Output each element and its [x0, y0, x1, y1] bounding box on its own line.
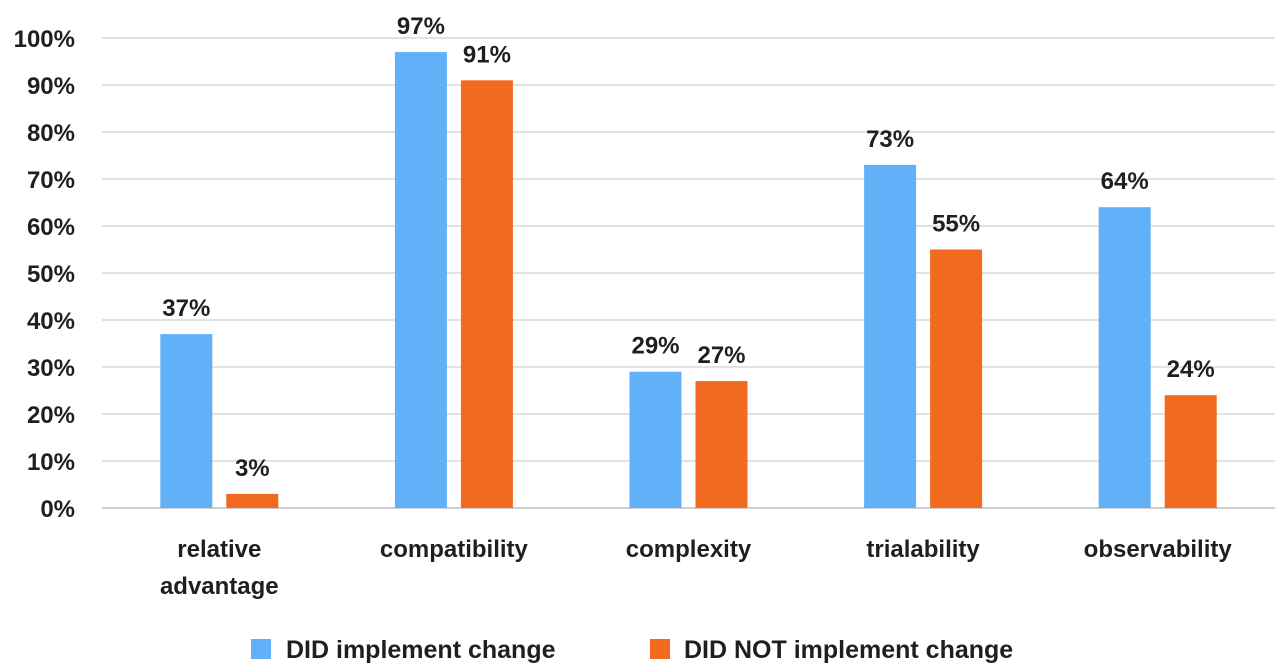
- bar-did-not-implement: [930, 249, 983, 508]
- category-label: complexity: [626, 536, 752, 563]
- x-axis-categories: relative advantage compatibility complexity…: [160, 536, 1232, 600]
- bar-did-implement: [864, 164, 917, 508]
- bars: [160, 52, 1217, 509]
- legend: DID implement change DID NOT implement ch…: [251, 636, 1013, 664]
- y-tick-label: 30%: [27, 355, 75, 382]
- y-tick-label: 60%: [27, 214, 75, 241]
- y-tick-label: 20%: [27, 402, 75, 429]
- data-label: 73%: [866, 126, 914, 153]
- data-label: 64%: [1101, 168, 1149, 195]
- y-axis-ticks: 0% 10% 20% 30% 40% 50% 60% 70% 80% 90% 100%: [14, 26, 75, 523]
- bar-did-implement: [394, 52, 447, 508]
- data-label: 24%: [1167, 356, 1215, 383]
- bar-did-not-implement: [226, 493, 279, 508]
- y-tick-label: 40%: [27, 308, 75, 335]
- bar-did-not-implement: [460, 80, 513, 509]
- legend-label: DID NOT implement change: [684, 636, 1013, 664]
- category-label: relative: [177, 536, 261, 563]
- data-label: 3%: [235, 455, 270, 482]
- category-label: advantage: [160, 573, 279, 600]
- category-label: trialability: [866, 536, 980, 563]
- legend-swatch: [251, 639, 271, 659]
- category-label: observability: [1084, 536, 1233, 563]
- data-label: 37%: [162, 295, 210, 322]
- gridlines: [102, 37, 1275, 509]
- category-label: compatibility: [380, 536, 529, 563]
- data-labels: 37% 3% 97% 91% 29% 27% 73% 55% 64% 24%: [162, 13, 1214, 482]
- y-tick-label: 70%: [27, 167, 75, 194]
- bar-did-implement: [1098, 207, 1151, 508]
- data-label: 91%: [463, 41, 511, 68]
- legend-swatch: [650, 639, 670, 659]
- y-tick-label: 10%: [27, 449, 75, 476]
- y-tick-label: 80%: [27, 120, 75, 147]
- bar-did-implement: [160, 334, 213, 508]
- y-tick-label: 0%: [40, 496, 75, 523]
- y-tick-label: 100%: [14, 26, 75, 53]
- y-tick-label: 50%: [27, 261, 75, 288]
- bar-did-not-implement: [695, 381, 748, 508]
- bar-did-implement: [629, 371, 682, 508]
- legend-label: DID implement change: [286, 636, 556, 664]
- data-label: 55%: [932, 211, 980, 238]
- data-label: 29%: [631, 333, 679, 360]
- y-tick-label: 90%: [27, 73, 75, 100]
- data-label: 97%: [397, 13, 445, 40]
- bar-did-not-implement: [1164, 395, 1217, 508]
- data-label: 27%: [697, 342, 745, 369]
